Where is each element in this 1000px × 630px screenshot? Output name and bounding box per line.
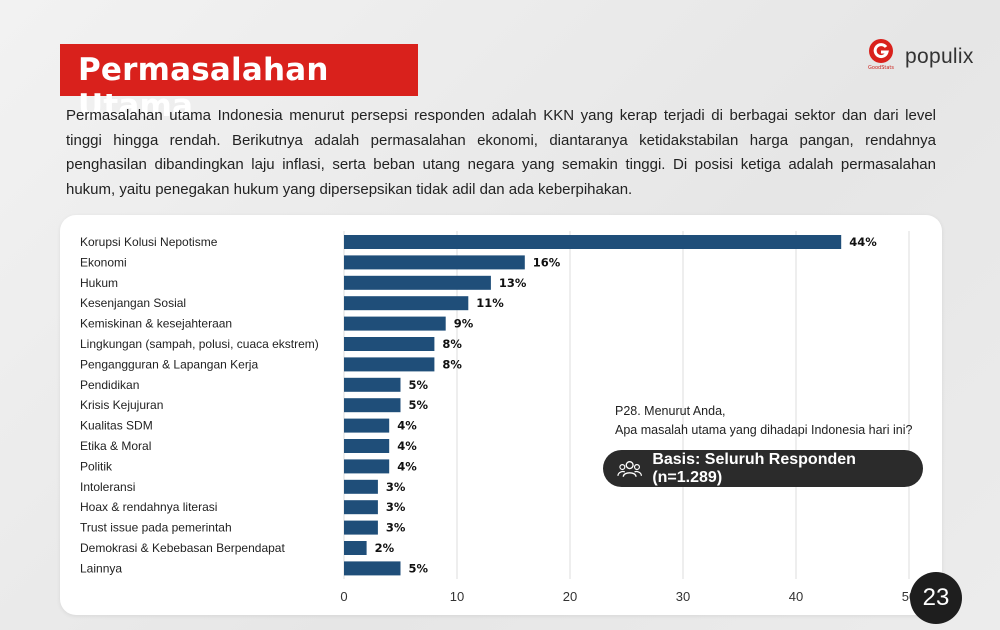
data-label: 4% xyxy=(397,459,417,473)
page-number: 23 xyxy=(910,572,962,624)
data-label: 3% xyxy=(386,500,406,514)
category-label: Pendidikan xyxy=(80,378,139,392)
data-label: 11% xyxy=(476,296,504,310)
data-label: 8% xyxy=(442,337,462,351)
category-label: Lainnya xyxy=(80,561,122,575)
chart-card: 0 10 20 30 40 50 Korupsi Kolusi Nepotisme 44% Ek… xyxy=(60,215,942,615)
category-label: Demokrasi & Kebebasan Berpendapat xyxy=(80,541,285,555)
bar xyxy=(344,418,390,433)
bar xyxy=(344,316,446,331)
category-label: Hukum xyxy=(80,276,118,290)
intro-paragraph: Permasalahan utama Indonesia menurut per… xyxy=(66,107,936,198)
x-tick-label: 0 xyxy=(340,589,347,604)
bar xyxy=(344,377,401,392)
bar xyxy=(344,479,378,494)
x-tick-label: 10 xyxy=(450,589,464,604)
bar xyxy=(344,357,435,372)
bar xyxy=(344,561,401,576)
goodstats-icon xyxy=(869,39,893,63)
category-label: Kesenjangan Sosial xyxy=(80,296,186,310)
category-label: Politik xyxy=(80,459,113,473)
bar xyxy=(344,337,435,351)
category-label: Kemiskinan & kesejahteraan xyxy=(80,317,232,331)
basis-badge: Basis: Seluruh Responden (n=1.289) xyxy=(603,450,923,487)
bar xyxy=(344,541,367,555)
bar xyxy=(344,275,491,290)
bar xyxy=(344,235,842,249)
brand-logo: GoodStats populix xyxy=(865,38,974,76)
bar xyxy=(344,439,390,453)
data-label: 3% xyxy=(386,480,406,494)
data-label: 13% xyxy=(499,276,527,290)
category-label: Lingkungan (sampah, polusi, cuaca ekstre… xyxy=(80,337,319,351)
people-icon xyxy=(617,460,642,477)
category-label: Intoleransi xyxy=(80,480,135,494)
data-label: 16% xyxy=(533,255,561,269)
bar xyxy=(344,520,378,535)
bar xyxy=(344,296,469,311)
data-label: 5% xyxy=(409,378,429,392)
data-label: 2% xyxy=(375,541,395,555)
question-line-2: Apa masalah utama yang dihadapi Indonesi… xyxy=(615,423,913,437)
category-label: Ekonomi xyxy=(80,255,127,269)
x-tick-label: 30 xyxy=(676,589,690,604)
x-tick-label: 40 xyxy=(789,589,803,604)
bar xyxy=(344,255,525,270)
category-label: Hoax & rendahnya literasi xyxy=(80,500,217,514)
bar xyxy=(344,459,390,474)
x-tick-label: 20 xyxy=(563,589,577,604)
data-label: 5% xyxy=(409,561,429,575)
category-label: Krisis Kejujuran xyxy=(80,398,163,412)
category-label: Etika & Moral xyxy=(80,439,151,453)
data-label: 3% xyxy=(386,521,406,535)
basis-label: Basis: Seluruh Responden (n=1.289) xyxy=(652,450,856,486)
bar xyxy=(344,398,401,413)
question-note: P28. Menurut Anda, Apa masalah utama yan… xyxy=(615,402,912,440)
data-label: 9% xyxy=(454,317,474,331)
page-title: Permasalahan Utama xyxy=(60,44,418,124)
category-label: Pengangguran & Lapangan Kerja xyxy=(80,357,258,371)
data-label: 8% xyxy=(442,357,462,371)
brand-name: populix xyxy=(905,45,974,68)
category-label: Trust issue pada pemerintah xyxy=(80,521,232,535)
data-label: 44% xyxy=(849,235,877,249)
data-label: 5% xyxy=(409,398,429,412)
category-label: Korupsi Kolusi Nepotisme xyxy=(80,235,218,249)
goodstats-logo: GoodStats xyxy=(865,38,897,76)
data-label: 4% xyxy=(397,439,417,453)
bar xyxy=(344,500,378,515)
data-label: 4% xyxy=(397,419,417,433)
question-line-1: P28. Menurut Anda, xyxy=(615,404,726,418)
category-label: Kualitas SDM xyxy=(80,419,153,433)
brand-sub-label: GoodStats xyxy=(868,65,894,71)
